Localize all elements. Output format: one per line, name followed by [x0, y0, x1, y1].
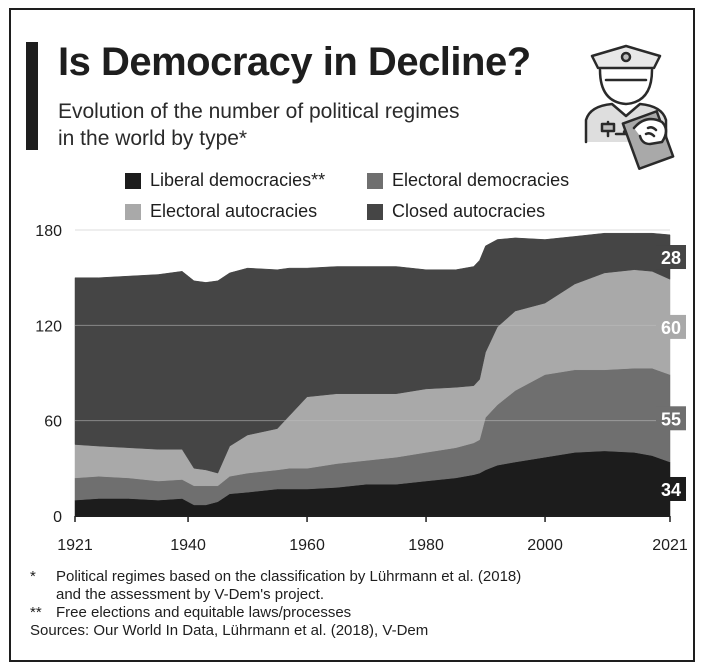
y-tick-label: 180	[35, 223, 62, 240]
legend-label: Electoral democracies	[392, 170, 570, 190]
x-tick-label: 1940	[170, 537, 206, 554]
footnotes: * Political regimes based on the classif…	[30, 568, 521, 640]
x-tick-label: 2021	[652, 537, 688, 554]
end-label-value: 60	[661, 318, 681, 338]
footnote-mark: *	[30, 568, 36, 585]
soldier-ballot-icon	[584, 44, 675, 170]
end-label-box	[656, 245, 686, 270]
footnote-mark	[30, 586, 56, 604]
page-subtitle: Evolution of the number of political reg…	[58, 98, 558, 152]
footnote-text: Political regimes based on the classific…	[56, 568, 522, 585]
chart-end-labels: 34 55 60 28	[656, 245, 686, 501]
footnote-row: ** Free elections and equitable laws/pro…	[30, 604, 521, 622]
x-tick-label: 2000	[527, 537, 563, 554]
footnote-text: Free elections and equitable laws/proces…	[56, 604, 352, 621]
x-tick-label: 1960	[289, 537, 325, 554]
legend-swatch	[367, 172, 383, 189]
end-label-value: 55	[661, 409, 681, 429]
legend-swatch	[367, 203, 383, 220]
legend-swatch	[125, 172, 141, 189]
footnote-row: * Political regimes based on the classif…	[30, 568, 521, 586]
legend-swatch	[125, 203, 141, 220]
legend-label: Electoral autocracies	[150, 201, 318, 221]
x-tick-label: 1921	[57, 537, 93, 554]
subtitle-line-1: Evolution of the number of political reg…	[58, 100, 460, 123]
end-label-box	[656, 314, 686, 339]
footnote-mark: **	[30, 604, 42, 621]
y-tick-label: 120	[35, 318, 62, 335]
end-label-value: 28	[661, 248, 681, 268]
y-tick-label: 0	[53, 509, 62, 526]
legend-label: Closed autocracies	[392, 201, 546, 221]
subtitle-line-2: in the world by type*	[58, 127, 248, 150]
end-label-value: 34	[661, 480, 681, 500]
y-tick-label: 60	[44, 414, 62, 431]
legend-item-electoral-autocracies: Electoral autocracies	[125, 201, 317, 222]
chart-gridlines	[75, 229, 670, 517]
footnote-text: and the assessment by V-Dem's project.	[56, 586, 324, 603]
x-tick-label: 1980	[408, 537, 444, 554]
footnote-row: and the assessment by V-Dem's project.	[30, 586, 521, 604]
end-label-box	[656, 406, 686, 431]
chart-areas	[74, 232, 671, 517]
legend-item-electoral-democracies: Electoral democracies	[367, 170, 569, 191]
legend-item-liberal-democracies: Liberal democracies**	[125, 170, 325, 191]
page-title: Is Democracy in Decline?	[58, 40, 531, 84]
sources-line: Sources: Our World In Data, Lührmann et …	[30, 622, 521, 640]
legend-label: Liberal democracies**	[150, 170, 326, 190]
chart-axes: 0 60 120 180 1921 1940 1960 1980 2000 2021	[35, 223, 688, 554]
legend-item-closed-autocracies: Closed autocracies	[367, 201, 545, 222]
sources-text: Sources: Our World In Data, Lührmann et …	[30, 622, 429, 639]
title-accent-bar	[26, 42, 38, 150]
area-series-closed-autocracies	[74, 232, 671, 474]
end-label-box	[656, 476, 686, 501]
